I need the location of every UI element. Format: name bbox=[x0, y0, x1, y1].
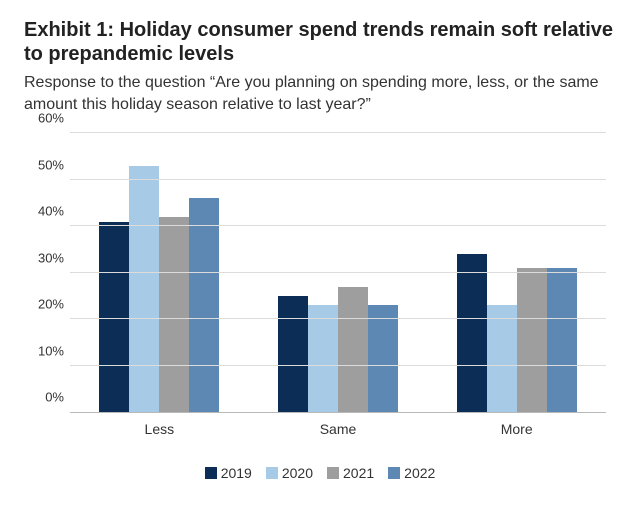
y-tick-label: 40% bbox=[24, 204, 64, 219]
bar bbox=[547, 268, 577, 412]
legend-swatch bbox=[205, 467, 217, 479]
bar bbox=[159, 217, 189, 412]
bar bbox=[278, 296, 308, 412]
legend-item: 2021 bbox=[327, 465, 374, 481]
gridline bbox=[70, 272, 606, 273]
gridline bbox=[70, 318, 606, 319]
gridline bbox=[70, 132, 606, 133]
legend-item: 2022 bbox=[388, 465, 435, 481]
bar bbox=[368, 305, 398, 412]
bar-group bbox=[70, 133, 249, 412]
bar-groups bbox=[70, 133, 606, 412]
bar bbox=[99, 222, 129, 413]
x-axis-labels: LessSameMore bbox=[70, 413, 606, 437]
y-tick-label: 30% bbox=[24, 250, 64, 265]
bar bbox=[517, 268, 547, 412]
legend-swatch bbox=[327, 467, 339, 479]
bar bbox=[308, 305, 338, 412]
gridline bbox=[70, 365, 606, 366]
plot-area: 0%10%20%30%40%50%60% bbox=[70, 133, 606, 413]
bar bbox=[338, 287, 368, 413]
gridline bbox=[70, 179, 606, 180]
bar-group bbox=[249, 133, 428, 412]
bar bbox=[457, 254, 487, 412]
exhibit-title: Exhibit 1: Holiday consumer spend trends… bbox=[24, 18, 616, 66]
y-tick-label: 10% bbox=[24, 343, 64, 358]
x-tick-label: More bbox=[427, 421, 606, 437]
bar bbox=[487, 305, 517, 412]
legend-label: 2022 bbox=[404, 465, 435, 481]
bar-chart: 0%10%20%30%40%50%60% LessSameMore bbox=[24, 133, 616, 453]
y-tick-label: 20% bbox=[24, 297, 64, 312]
y-tick-label: 0% bbox=[24, 390, 64, 405]
legend-item: 2019 bbox=[205, 465, 252, 481]
x-tick-label: Same bbox=[249, 421, 428, 437]
bar bbox=[189, 198, 219, 412]
legend-swatch bbox=[388, 467, 400, 479]
legend: 2019 2020 2021 2022 bbox=[24, 465, 616, 481]
bar bbox=[129, 166, 159, 412]
x-tick-label: Less bbox=[70, 421, 249, 437]
y-tick-label: 60% bbox=[24, 111, 64, 126]
y-tick-label: 50% bbox=[24, 157, 64, 172]
gridline bbox=[70, 225, 606, 226]
legend-label: 2019 bbox=[221, 465, 252, 481]
exhibit-subtitle: Response to the question “Are you planni… bbox=[24, 72, 616, 115]
legend-label: 2020 bbox=[282, 465, 313, 481]
legend-swatch bbox=[266, 467, 278, 479]
legend-label: 2021 bbox=[343, 465, 374, 481]
bar-group bbox=[427, 133, 606, 412]
legend-item: 2020 bbox=[266, 465, 313, 481]
